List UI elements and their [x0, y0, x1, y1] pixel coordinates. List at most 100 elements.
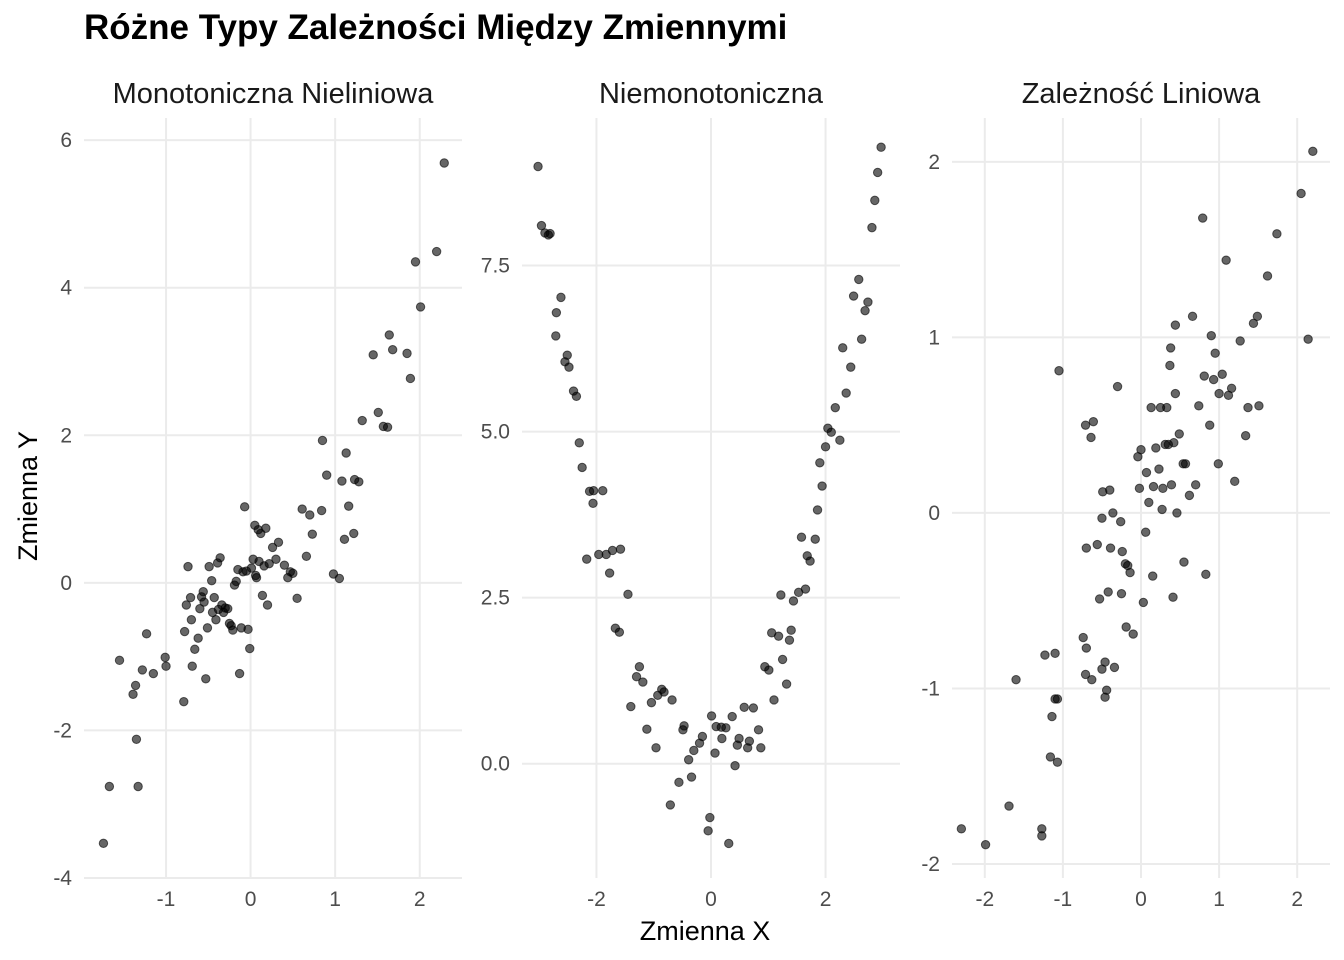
- scatter-point: [206, 575, 217, 586]
- panel-1: -4 -2 0 2 4 6 -1 0 1 2 Monotoniczna Nieliniowa: [53, 78, 462, 911]
- scatter-point: [710, 748, 720, 758]
- scatter-point: [1169, 438, 1179, 448]
- scatter-point: [615, 544, 626, 554]
- scatter-point: [1296, 188, 1306, 199]
- scatter-point: [301, 551, 312, 561]
- scatter-point: [1201, 569, 1211, 580]
- scatter-point: [131, 734, 142, 744]
- scatter-point: [1180, 459, 1191, 469]
- y-tick-label: 6: [60, 129, 72, 152]
- scatter-point: [1092, 539, 1102, 550]
- y-tick-label: 0: [60, 572, 72, 595]
- x-tick-label: 0: [245, 888, 257, 911]
- scatter-point: [689, 745, 699, 756]
- scatter-point: [228, 625, 238, 635]
- scatter-point: [211, 615, 221, 625]
- scatter-point: [1165, 360, 1175, 371]
- scatter-point: [415, 302, 426, 312]
- y-tick-label: -2: [921, 853, 940, 876]
- scatter-point: [551, 307, 562, 318]
- scatter-point: [796, 532, 807, 542]
- scatter-point: [777, 654, 788, 665]
- y-tick-label: 4: [60, 277, 72, 300]
- scatter-point: [368, 350, 378, 360]
- scatter-point: [1052, 694, 1063, 704]
- scatter-point: [246, 563, 257, 573]
- scatter-point: [846, 362, 856, 372]
- scatter-point: [1303, 334, 1313, 344]
- scatter-point: [199, 597, 209, 607]
- scatter-point: [1252, 311, 1263, 322]
- scatter-point: [646, 697, 657, 708]
- scatter-point: [1115, 516, 1126, 527]
- scatter-point: [1116, 588, 1127, 599]
- scatter-point: [239, 502, 250, 512]
- scatter-point: [588, 485, 599, 496]
- scatter-point: [431, 246, 442, 257]
- y-tick-label: 2.5: [481, 587, 510, 610]
- scatter-point: [810, 534, 820, 544]
- scatter-point: [1141, 467, 1152, 478]
- scatter-point: [683, 755, 694, 765]
- scatter-point: [439, 158, 449, 168]
- scatter-point: [183, 561, 193, 572]
- scatter-point: [186, 615, 197, 625]
- scatter-point: [1158, 483, 1168, 494]
- panel-title: Monotoniczna Nieliniowa: [113, 78, 435, 110]
- scatter-point: [788, 596, 799, 606]
- scatter-point: [551, 331, 561, 341]
- scatter-point: [231, 576, 241, 587]
- scatter-point: [1170, 320, 1181, 330]
- scatter-point: [1134, 483, 1145, 494]
- scatter-point: [730, 761, 740, 771]
- scatter-point: [717, 733, 727, 744]
- scatter-point: [334, 573, 345, 584]
- scatter-point: [1146, 402, 1156, 413]
- scatter-point: [863, 297, 873, 307]
- scatter-point: [626, 701, 636, 712]
- scatter-point: [1262, 271, 1273, 281]
- y-tick-label: 0.0: [481, 753, 510, 776]
- scatter-point: [1081, 543, 1092, 553]
- scatter-point: [1226, 383, 1237, 394]
- scatter-point: [1240, 430, 1251, 441]
- scatter-point: [721, 723, 731, 733]
- x-tick-label: 0: [1135, 888, 1147, 911]
- scatter-point: [405, 373, 416, 384]
- scatter-point: [1184, 490, 1195, 501]
- scatter-point: [141, 629, 152, 639]
- scatter-point: [307, 529, 318, 539]
- scatter-point: [1210, 348, 1220, 358]
- scatter-point: [786, 625, 796, 635]
- scatter-point: [1165, 343, 1176, 353]
- scatter-point: [820, 442, 831, 452]
- scatter-point: [316, 505, 327, 516]
- scatter-point: [148, 668, 159, 679]
- scatter-point: [705, 812, 715, 823]
- scatter-point: [373, 407, 383, 418]
- scatter-point: [724, 838, 734, 849]
- scatter-point: [279, 560, 290, 570]
- scatter-point: [1105, 485, 1115, 495]
- x-tick-label: 2: [1291, 888, 1303, 911]
- scatter-point: [1179, 557, 1189, 567]
- scatter-point: [830, 402, 840, 413]
- scatter-point: [1040, 650, 1050, 660]
- x-tick-label: 2: [820, 888, 832, 911]
- y-axis-title: Zmienna Y: [13, 431, 43, 561]
- scatter-point: [257, 590, 268, 601]
- scatter-point: [317, 435, 328, 446]
- scatter-point: [1054, 366, 1064, 376]
- scatter-point: [1103, 587, 1113, 597]
- scatter-point: [1080, 420, 1091, 430]
- scatter-point: [1088, 416, 1099, 427]
- x-tick-label: 1: [1213, 888, 1225, 911]
- scatter-point: [245, 643, 255, 654]
- scatter-point: [1138, 597, 1149, 608]
- scatter-point: [1168, 592, 1178, 602]
- scatter-point: [297, 504, 307, 514]
- scatter-point: [339, 534, 350, 545]
- scatter-point: [1230, 476, 1240, 487]
- scatter-point: [744, 736, 755, 746]
- scatter-point: [835, 435, 845, 445]
